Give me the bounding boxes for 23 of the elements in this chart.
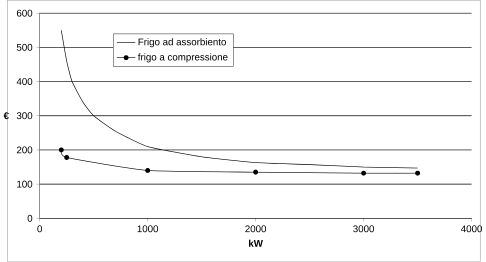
point	[415, 170, 420, 176]
point	[361, 170, 366, 176]
point	[58, 148, 64, 153]
y-tick-label: 600	[16, 10, 32, 17]
y-tick-label: 300	[16, 112, 32, 120]
point	[145, 168, 150, 174]
y-tick-label: 400	[16, 78, 32, 86]
point	[64, 155, 70, 160]
x-tick-label: 2000	[245, 226, 266, 232]
y-tick-label: 0	[28, 215, 32, 222]
x-tick-label: 0	[37, 226, 42, 232]
y-tick-label: 100	[17, 180, 32, 188]
x-axis-title: kW	[249, 240, 263, 247]
legend-label: frigo a compressione	[138, 53, 228, 63]
y-axis-title: €	[4, 112, 9, 120]
line-series	[60, 30, 418, 169]
x-tick-label: 4000	[460, 226, 482, 232]
y-tick-label: 500	[16, 44, 32, 51]
point	[253, 170, 258, 175]
y-tick-label: 200	[16, 146, 32, 154]
x-tick-label: 1000	[138, 226, 158, 232]
x-tick-label: 3000	[353, 226, 374, 232]
legend-label: Frigo ad assorbiento	[138, 38, 226, 48]
